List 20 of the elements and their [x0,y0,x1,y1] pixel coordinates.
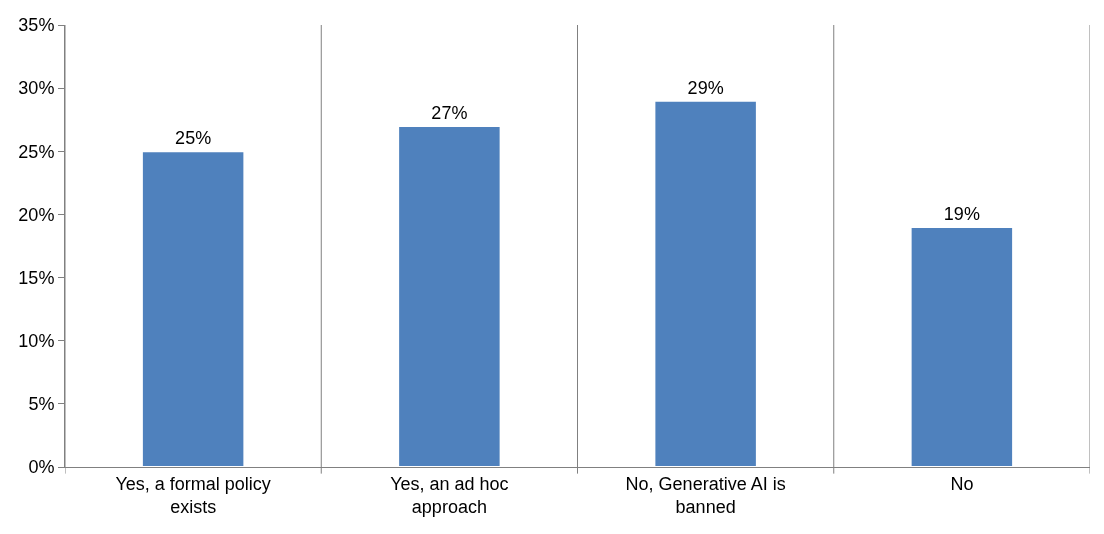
data-label: 29% [687,77,724,98]
bar [140,150,246,467]
bar [653,99,758,467]
x-tick-label: No, Generative AI is banned [625,473,786,517]
data-label: 27% [431,103,468,124]
data-label: 25% [175,128,212,149]
y-tick-label: 5% [28,394,55,415]
data-label: 19% [943,204,980,225]
y-tick-label: 35% [18,15,55,36]
x-tick-label: No [950,473,974,494]
y-tick-label: 15% [18,267,55,288]
y-tick-label: 30% [18,78,55,99]
y-tick-label: 25% [18,141,55,162]
y-tick-label: 0% [28,457,55,478]
y-tick-label: 10% [18,331,55,352]
x-tick-label: Yes, an ad hoc approach [390,473,509,517]
bar [397,125,502,467]
bar [909,226,1015,467]
y-tick-label: 20% [18,204,55,225]
x-tick-label: Yes, a formal policy exists [115,473,271,517]
